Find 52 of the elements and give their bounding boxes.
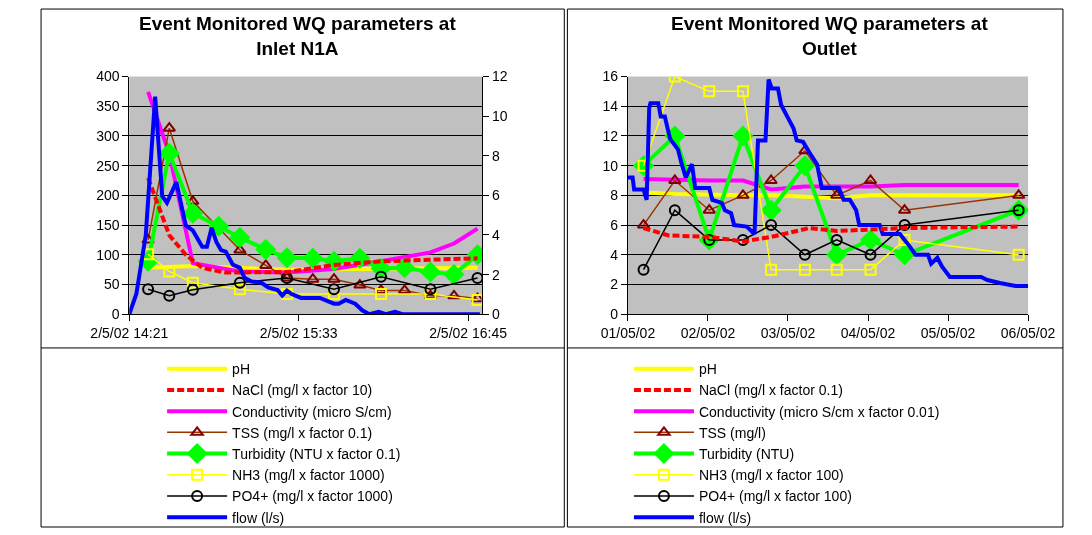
y-tick-label: 50 [103,276,120,293]
y-tick-label: 12 [602,127,619,144]
y2-tick-label: 6 [492,187,501,204]
y-tick-label: 350 [96,98,120,115]
legend-label: Conductivity (micro S/cm) [232,403,392,420]
y2-tick-label: 12 [492,68,508,85]
chart-title: Event Monitored WQ parameters at Outlet [671,13,989,59]
y2-tick-label: 10 [492,108,508,125]
legend-label: pH [232,361,251,378]
y2-tick-label: 8 [492,147,501,164]
legend-label: TSS (mg/l) [698,424,766,441]
y-tick-label: 6 [610,216,619,233]
x-tick-label: 06/05/02 [1000,325,1056,342]
legend-label: NH3 (mg/l x factor 1000) [232,467,385,484]
y-tick-label: 10 [602,157,619,174]
y-tick-label: 250 [96,157,120,174]
legend-label: flow (l/s) [232,509,285,526]
x-tick-label: 2/5/02 16:45 [429,325,508,342]
chart-title: Event Monitored WQ parameters at Inlet N1A [139,13,457,59]
y-tick-label: 4 [610,246,619,263]
y-tick-label: 16 [602,68,619,85]
y2-tick-label: 0 [492,306,501,323]
y-tick-label: 150 [96,216,120,233]
legend-label: Turbidity (NTU) [698,445,795,462]
y-tick-label: 14 [602,98,619,115]
legend-label: PO4+ (mg/l x factor 1000) [232,488,393,505]
y-tick-label: 0 [610,306,619,323]
x-tick-label: 01/05/02 [600,325,656,342]
y-tick-label: 100 [96,246,120,263]
legend-label: TSS (mg/l x factor 0.1) [232,424,373,441]
legend-label: NaCl (mg/l x factor 0.1) [698,382,843,399]
y2-tick-label: 4 [492,226,501,243]
legend-label: Turbidity (NTU x factor 0.1) [232,445,401,462]
y-tick-label: 8 [610,187,619,204]
legend-label: NaCl (mg/l x factor 10) [232,382,373,399]
x-tick-label: 03/05/02 [760,325,816,342]
legend-label: pH [698,361,717,378]
legend-label: PO4+ (mg/l x factor 100) [698,488,852,505]
x-tick-label: 05/05/02 [920,325,976,342]
y2-tick-label: 2 [492,266,501,283]
y-tick-label: 2 [610,276,619,293]
x-tick-label: 2/5/02 15:33 [259,325,338,342]
x-tick-label: 02/05/02 [680,325,736,342]
legend-label: NH3 (mg/l x factor 100) [698,467,844,484]
x-tick-label: 04/05/02 [840,325,896,342]
y-tick-label: 200 [96,187,120,204]
x-tick-label: 2/5/02 14:21 [90,325,169,342]
legend-label: Conductivity (micro S/cm x factor 0.01) [698,403,940,420]
y-tick-label: 0 [111,306,120,323]
legend-label: flow (l/s) [698,509,752,526]
y-tick-label: 300 [96,127,120,144]
y-tick-label: 400 [96,68,120,85]
